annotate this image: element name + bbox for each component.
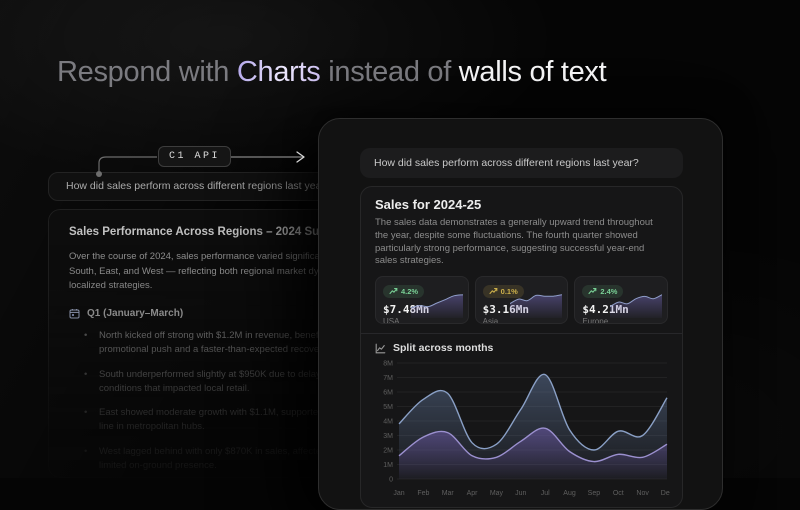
svg-text:Oct: Oct — [613, 490, 624, 497]
split-across-months-header: Split across months — [375, 342, 668, 354]
hero-title-bright: walls of text — [458, 56, 607, 88]
report-bullet: North kicked off strong with $1.2M in re… — [69, 329, 459, 358]
trend-value: 2.4% — [600, 286, 618, 296]
stat-label: USA — [383, 317, 400, 325]
svg-text:1M: 1M — [383, 462, 393, 469]
report-section-q1: Q1 (January–March) — [69, 308, 459, 319]
stat-label: Europe — [582, 317, 609, 325]
sparkline-chart — [610, 294, 663, 319]
svg-text:May: May — [490, 490, 504, 497]
right-question-bubble: How did sales perform across different r… — [360, 148, 683, 178]
svg-text:Nov: Nov — [636, 490, 649, 497]
charts-panel: How did sales perform across different r… — [318, 118, 723, 510]
trend-badge: 0.1% — [482, 284, 524, 298]
svg-text:Aug: Aug — [563, 490, 576, 497]
sparkline-chart — [410, 294, 463, 319]
report-bullet: East showed moderate growth with $1.1M, … — [69, 406, 459, 435]
svg-text:2M: 2M — [383, 448, 393, 455]
report-intro: Over the course of 2024, sales performan… — [69, 251, 440, 292]
trending-up-icon — [588, 288, 597, 295]
svg-text:Sep: Sep — [588, 490, 601, 497]
stat-card-usa: 4.2% $7.48Mn USA — [375, 276, 469, 325]
svg-text:8M: 8M — [383, 361, 393, 368]
trend-badge: 4.2% — [383, 284, 425, 298]
trending-up-icon — [389, 288, 398, 295]
svg-text:Feb: Feb — [417, 490, 429, 497]
svg-text:Jan: Jan — [393, 490, 404, 497]
sparkline-chart — [510, 294, 563, 319]
report-bullet: West lagged behind with only $870K in sa… — [69, 445, 459, 474]
sales-card: Sales for 2024-25 The sales data demonst… — [360, 186, 683, 509]
svg-text:6M: 6M — [383, 390, 393, 397]
report-heading: Sales Performance Across Regions – 2024 … — [69, 226, 357, 238]
trend-value: 4.2% — [401, 286, 419, 296]
svg-text:Dec: Dec — [661, 490, 670, 497]
svg-text:Jun: Jun — [515, 490, 526, 497]
card-divider — [361, 333, 682, 335]
sales-card-description: The sales data demonstrates a generally … — [375, 217, 653, 267]
stat-card-asia: 0.1% $3.16Mn Asia — [474, 276, 569, 325]
trend-badge: 2.4% — [582, 284, 624, 298]
hero-title-accent: Charts — [236, 56, 321, 88]
svg-text:3M: 3M — [383, 433, 393, 440]
svg-text:5M: 5M — [383, 404, 393, 411]
line-chart-icon — [375, 343, 386, 354]
trend-value: 0.1% — [500, 286, 518, 296]
stats-row: 4.2% $7.48Mn USA 0.1% $3.16Mn Asia 2.4% — [375, 276, 669, 325]
trending-up-icon — [489, 288, 498, 295]
stat-card-europe: 2.4% $4.21Mn Europe — [574, 276, 669, 325]
section-label: Q1 (January–March) — [87, 308, 184, 320]
report-bullet: South underperformed slightly at $950K d… — [69, 368, 459, 397]
hero-title-muted-2: instead of — [320, 56, 459, 88]
c1-api-badge: C1 API — [158, 146, 232, 167]
svg-text:Jul: Jul — [541, 490, 550, 497]
stat-label: Asia — [482, 317, 499, 325]
hero-title-muted-1: Respond with — [57, 56, 237, 88]
split-header-label: Split across months — [393, 342, 494, 355]
svg-text:7M: 7M — [383, 375, 393, 382]
svg-text:4M: 4M — [383, 419, 393, 426]
svg-text:Mar: Mar — [442, 490, 455, 497]
arrow-right-icon — [296, 151, 305, 163]
calendar-icon — [69, 309, 80, 319]
svg-text:Apr: Apr — [467, 490, 479, 497]
sales-card-title: Sales for 2024-25 — [375, 197, 482, 212]
hero-title: Respond with Charts instead of walls of … — [57, 56, 607, 89]
